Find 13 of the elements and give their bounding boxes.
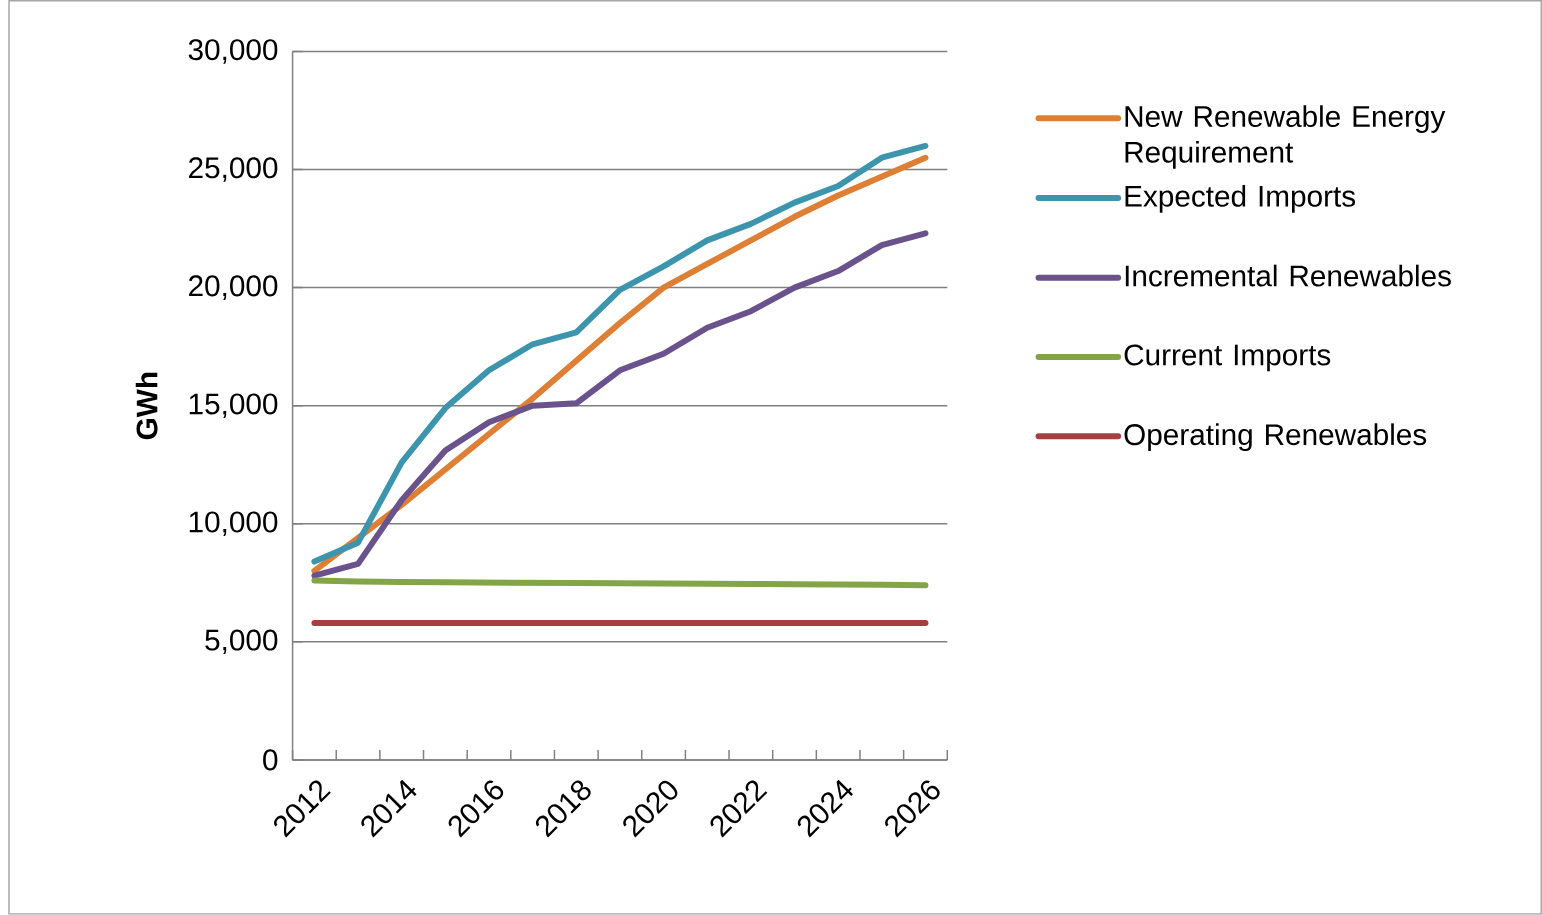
y-tick-label: 0 — [263, 749, 278, 771]
y-tick-label: 15,000 — [189, 393, 278, 419]
y-axis-title: GWh — [135, 372, 158, 440]
legend-label: New Renewable Energy Requirement — [1125, 105, 1446, 169]
y-tick-label: 10,000 — [189, 511, 278, 537]
y-tick-label: 25,000 — [189, 157, 278, 182]
legend-label: Current Imports — [1124, 344, 1331, 372]
y-tick-label: 30,000 — [188, 39, 278, 64]
legend-label: Incremental Renewables — [1125, 264, 1451, 287]
legend-label: Expected Imports — [1125, 185, 1356, 213]
y-tick-label: 20,000 — [189, 275, 278, 300]
legend-label: Operating Renewables — [1124, 423, 1427, 452]
y-tick-label: 5,000 — [205, 629, 278, 655]
